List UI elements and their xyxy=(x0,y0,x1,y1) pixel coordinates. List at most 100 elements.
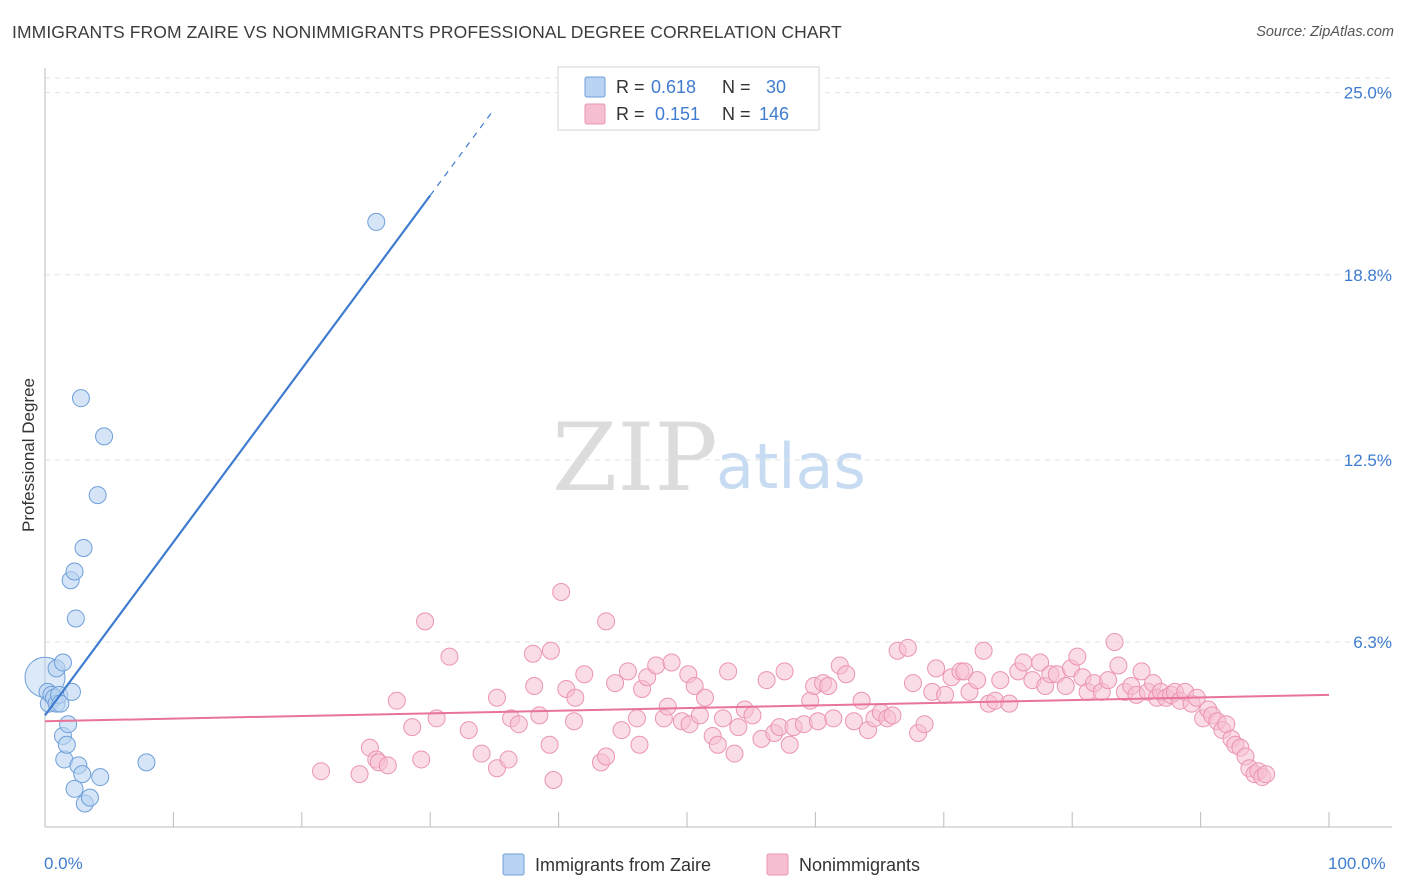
legend-n-label-2: N = xyxy=(722,104,751,124)
zaire-point xyxy=(73,765,92,784)
y-tick-label: 12.5% xyxy=(1344,451,1392,470)
nonimmigrants-point xyxy=(1109,656,1128,675)
nonimmigrants-point xyxy=(743,706,762,725)
y-tick-label: 18.8% xyxy=(1344,266,1392,285)
nonimmigrants-point xyxy=(991,671,1010,690)
nonimmigrants-point xyxy=(1257,765,1276,784)
nonimmigrants-point xyxy=(955,662,974,681)
nonimmigrants-point xyxy=(606,674,625,693)
legend-r-label-2: R = xyxy=(616,104,645,124)
zaire-point xyxy=(65,779,84,798)
nonimmigrants-point xyxy=(618,662,637,681)
nonimmigrants-point xyxy=(509,715,528,734)
nonimmigrants-point xyxy=(824,709,843,728)
nonimmigrants-point xyxy=(1014,653,1033,672)
legend-n-label-1: N = xyxy=(722,77,751,97)
y-tick-label: 25.0% xyxy=(1344,84,1392,103)
nonimmigrants-point xyxy=(312,762,331,781)
y-tick-labels: 6.3% 12.5% 18.8% 25.0% xyxy=(1344,84,1392,652)
zaire-point xyxy=(65,562,84,581)
zaire-point xyxy=(367,212,386,231)
watermark-zip: ZIP xyxy=(552,404,718,513)
correlation-legend: R = 0.618 N = 30 R = 0.151 N = 146 xyxy=(557,66,820,131)
legend-r-label-1: R = xyxy=(616,77,645,97)
nonimmigrants-point xyxy=(523,644,542,663)
nonimmigrants-point xyxy=(1105,632,1124,651)
nonimmigrants-point xyxy=(658,697,677,716)
nonimmigrants-point xyxy=(544,771,563,790)
zaire-point xyxy=(91,768,110,787)
nonimmigrants-point xyxy=(883,706,902,725)
x-tick-label-max: 100.0% xyxy=(1328,854,1386,873)
zaire-point xyxy=(59,715,78,734)
nonimmigrants-point xyxy=(844,712,863,731)
trend-lines xyxy=(44,108,1330,723)
nonimmigrants-point xyxy=(575,665,594,684)
nonimmigrants-point xyxy=(974,641,993,660)
nonimmigrants-point xyxy=(898,638,917,657)
nonimmigrants-point xyxy=(1031,653,1050,672)
nonimmigrants-point xyxy=(808,712,827,731)
nonimmigrants-point xyxy=(775,662,794,681)
nonimmigrants-point xyxy=(1068,647,1087,666)
nonimmigrants-point xyxy=(487,688,506,707)
nonimmigrants-point xyxy=(597,747,616,766)
y-axis-title: Professional Degree xyxy=(19,378,38,532)
nonimmigrants-point xyxy=(412,750,431,769)
zaire-point xyxy=(95,427,114,446)
legend-n-value-1: 30 xyxy=(766,77,786,97)
nonimmigrants-point xyxy=(936,685,955,704)
nonimmigrants-point xyxy=(612,721,631,740)
zaire-point xyxy=(53,653,72,672)
nonimmigrants-point xyxy=(566,688,585,707)
y-gridlines xyxy=(45,92,1392,643)
nonimmigrants-point xyxy=(440,647,459,666)
legend-r-value-2: 0.151 xyxy=(655,104,700,124)
nonimmigrants-point xyxy=(780,735,799,754)
nonimmigrants-point xyxy=(662,653,681,672)
nonimmigrants-point xyxy=(459,721,478,740)
nonimmigrants-point xyxy=(378,756,397,775)
x-tick-marks xyxy=(44,812,1330,827)
nonimmigrants-point xyxy=(690,706,709,725)
nonimmigrants-point xyxy=(525,677,544,696)
nonimmigrants-point xyxy=(541,641,560,660)
zaire-point xyxy=(66,609,85,628)
nonimmigrants-point xyxy=(403,718,422,737)
nonimmigrants-point xyxy=(530,706,549,725)
source-attribution: Source: ZipAtlas.com xyxy=(1256,24,1394,40)
bottom-legend-swatch-nonimmigrants xyxy=(766,853,789,876)
bottom-legend-swatch-zaire xyxy=(502,853,525,876)
x-tick-label-min: 0.0% xyxy=(44,854,83,873)
nonimmigrants-point xyxy=(627,709,646,728)
nonimmigrants-point xyxy=(695,688,714,707)
nonimmigrants-point xyxy=(903,674,922,693)
series-legend: Immigrants from Zaire Nonimmigrants xyxy=(502,853,920,876)
zaire-point xyxy=(80,788,99,807)
zaire-point xyxy=(74,538,93,557)
nonimmigrants-point xyxy=(565,712,584,731)
nonimmigrants-point xyxy=(819,677,838,696)
watermark-atlas: atlas xyxy=(716,430,866,503)
nonimmigrants-point xyxy=(630,735,649,754)
y-tick-label: 6.3% xyxy=(1353,633,1392,652)
nonimmigrants-point xyxy=(915,715,934,734)
nonimmigrants-points xyxy=(312,583,1276,790)
nonimmigrants-point xyxy=(387,691,406,710)
bottom-legend-label-nonimmigrants: Nonimmigrants xyxy=(799,855,920,875)
nonimmigrants-point xyxy=(725,744,744,763)
nonimmigrants-point xyxy=(713,709,732,728)
zaire-points xyxy=(24,212,386,813)
nonimmigrants-point xyxy=(685,677,704,696)
nonimmigrants-point xyxy=(472,744,491,763)
legend-r-value-1: 0.618 xyxy=(651,77,696,97)
legend-swatch-nonimmigrants xyxy=(584,103,606,125)
nonimmigrants-point xyxy=(708,735,727,754)
nonimmigrants-point xyxy=(1000,694,1019,713)
bottom-legend-label-zaire: Immigrants from Zaire xyxy=(535,855,711,875)
zaire-point xyxy=(57,735,76,754)
nonimmigrants-point xyxy=(1132,662,1151,681)
legend-n-value-2: 146 xyxy=(759,104,789,124)
chart-title: IMMIGRANTS FROM ZAIRE VS NONIMMIGRANTS P… xyxy=(12,22,842,42)
